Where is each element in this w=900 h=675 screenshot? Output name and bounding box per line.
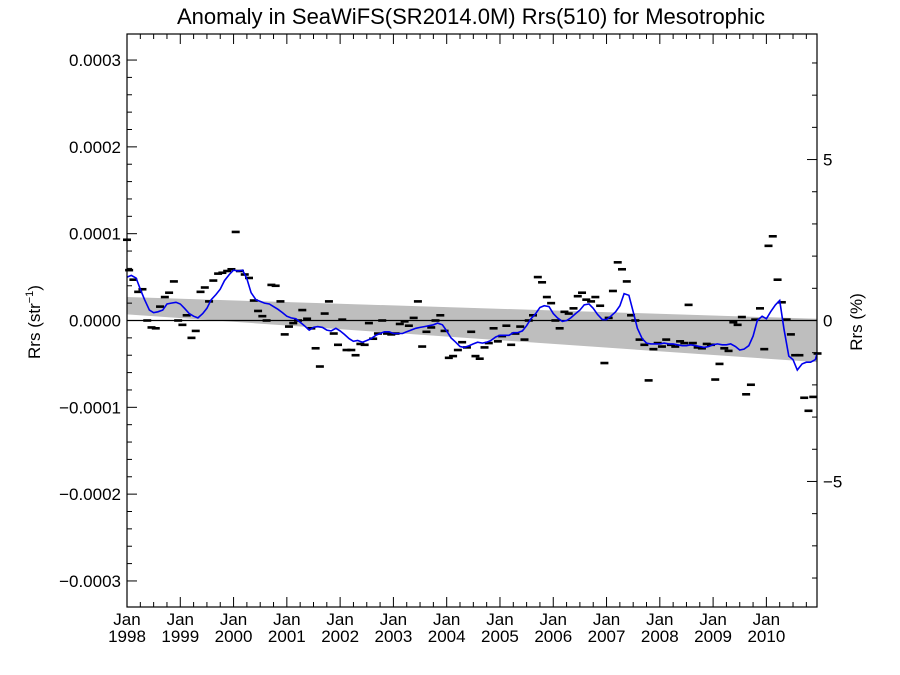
y-axis-left: 0.0003 0.0002 0.0001 0.0000 −0.0001 −0.0002 −0…	[59, 51, 137, 591]
y-axis-right-label: Rrs (%)	[847, 293, 866, 351]
smoothed-anomaly-line	[126, 269, 818, 372]
x-tick-year-label: 2006	[534, 627, 572, 646]
x-tick-month-label: Jan	[113, 610, 140, 629]
y2-tick-label: −5	[823, 472, 842, 491]
x-tick-month-label: Jan	[273, 610, 300, 629]
x-tick-month-label: Jan	[433, 610, 460, 629]
y-tick-label: 0.0003	[69, 51, 121, 70]
y-tick-label: −0.0002	[59, 485, 121, 504]
y-tick-label: 0.0000	[69, 312, 121, 331]
x-tick-year-label: 2009	[694, 627, 732, 646]
trend-confidence-band	[127, 297, 817, 363]
x-tick-month-label: Jan	[699, 610, 726, 629]
x-tick-year-label: 2002	[321, 627, 359, 646]
x-tick-month-label: Jan	[593, 610, 620, 629]
chart-title: Anomaly in SeaWiFS(SR2014.0M) Rrs(510) f…	[177, 4, 765, 29]
plot-area: 0.0003 0.0002 0.0001 0.0000 −0.0001 −0.0002 −0…	[59, 33, 842, 646]
y-axis-left-label-superscript: −1	[24, 291, 36, 304]
y2-tick-label: 5	[823, 151, 832, 170]
x-tick-year-label: 2000	[215, 627, 253, 646]
x-tick-month-label: Jan	[326, 610, 353, 629]
y-axis-left-label: Rrs (str−1)	[24, 285, 44, 359]
x-tick-year-label: 1999	[161, 627, 199, 646]
anomaly-points	[123, 230, 822, 413]
y-tick-label: −0.0001	[59, 398, 121, 417]
y-tick-label: 0.0001	[69, 225, 121, 244]
x-tick-month-label: Jan	[646, 610, 673, 629]
x-tick-month-label: Jan	[220, 610, 247, 629]
x-tick-year-label: 2001	[268, 627, 306, 646]
y-axis-left-label-close: )	[25, 285, 44, 291]
y-tick-label: 0.0002	[69, 138, 121, 157]
x-tick-year-label: 1998	[108, 627, 146, 646]
y-tick-label: −0.0003	[59, 572, 121, 591]
x-tick-month-label: Jan	[753, 610, 780, 629]
x-tick-month-label: Jan	[167, 610, 194, 629]
x-tick-year-label: 2007	[588, 627, 626, 646]
x-tick-month-label: Jan	[380, 610, 407, 629]
x-tick-year-label: 2008	[641, 627, 679, 646]
x-tick-month-label: Jan	[540, 610, 567, 629]
x-tick-year-label: 2004	[428, 627, 466, 646]
x-tick-year-label: 2003	[374, 627, 412, 646]
x-tick-year-label: 2010	[747, 627, 785, 646]
x-tick-year-label: 2005	[481, 627, 519, 646]
x-axis: Jan1998Jan1999Jan2000Jan2001Jan2002Jan20…	[108, 34, 807, 646]
x-tick-month-label: Jan	[486, 610, 513, 629]
y2-tick-label: 0	[823, 312, 832, 331]
y-axis-right: 5 0 −5	[807, 62, 842, 579]
y-axis-left-label-text: Rrs (str	[25, 303, 44, 359]
